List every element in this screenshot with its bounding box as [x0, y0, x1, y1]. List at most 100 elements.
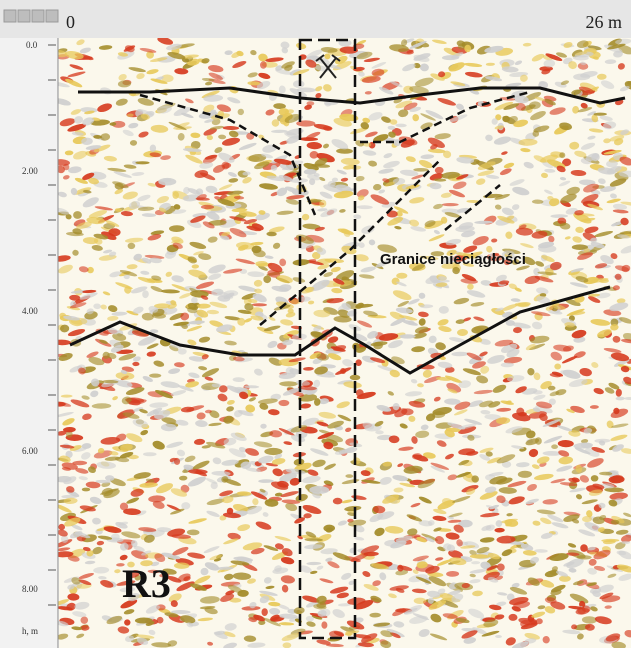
- texture-blob: [187, 256, 198, 264]
- texture-blob: [416, 537, 427, 543]
- texture-blob: [411, 174, 424, 180]
- texture-blob: [265, 585, 275, 590]
- texture-blob: [237, 317, 246, 326]
- texture-blob: [447, 388, 458, 394]
- texture-blob: [207, 65, 224, 73]
- texture-blob: [241, 293, 257, 300]
- texture-blob: [326, 643, 344, 648]
- texture-blob: [458, 426, 477, 434]
- texture-blob: [281, 61, 295, 69]
- texture-blob: [362, 571, 371, 577]
- texture-blob: [320, 47, 338, 53]
- texture-blob: [247, 642, 266, 648]
- texture-blob: [445, 427, 461, 433]
- texture-blob: [471, 561, 481, 565]
- texture-blob: [503, 162, 515, 169]
- texture-blob: [309, 352, 322, 360]
- texture-blob: [529, 101, 541, 110]
- texture-blob: [177, 385, 194, 392]
- texture-blob: [548, 398, 556, 406]
- texture-blob: [340, 177, 349, 182]
- texture-blob: [495, 114, 502, 121]
- texture-blob: [453, 524, 464, 533]
- texture-blob: [221, 459, 239, 466]
- texture-blob: [61, 494, 78, 499]
- texture-blob: [124, 45, 135, 53]
- texture-blob: [511, 259, 520, 265]
- texture-blob: [356, 346, 367, 353]
- texture-blob: [63, 497, 78, 505]
- texture-blob: [170, 390, 187, 396]
- texture-blob: [324, 53, 331, 60]
- texture-blob: [357, 320, 373, 328]
- texture-blob: [401, 39, 408, 47]
- texture-blob: [589, 405, 599, 409]
- texture-blob: [139, 48, 157, 53]
- texture-blob: [416, 561, 428, 569]
- texture-blob: [488, 604, 502, 611]
- texture-blob: [619, 85, 630, 92]
- texture-blob: [185, 381, 199, 388]
- texture-blob: [496, 454, 516, 464]
- texture-blob: [603, 121, 617, 130]
- texture-blob: [223, 415, 234, 424]
- texture-blob: [76, 221, 92, 229]
- texture-blob: [610, 193, 617, 199]
- texture-blob: [584, 521, 602, 532]
- texture-blob: [145, 478, 155, 483]
- texture-blob: [461, 582, 470, 589]
- texture-blob: [316, 565, 324, 570]
- texture-blob: [354, 600, 374, 610]
- texture-blob: [430, 73, 445, 81]
- texture-blob: [175, 419, 189, 426]
- texture-blob: [235, 258, 255, 265]
- texture-blob: [282, 387, 301, 396]
- texture-blob: [78, 367, 86, 375]
- texture-blob: [332, 609, 345, 618]
- texture-blob: [204, 119, 214, 123]
- texture-blob: [314, 226, 325, 232]
- texture-blob: [333, 315, 352, 323]
- texture-blob: [425, 565, 440, 574]
- texture-blob: [320, 208, 338, 218]
- texture-blob: [167, 52, 186, 60]
- texture-blob: [415, 576, 432, 584]
- texture-blob: [146, 343, 159, 350]
- texture-blob: [88, 210, 107, 218]
- texture-blob: [505, 637, 516, 646]
- texture-blob: [172, 242, 183, 249]
- texture-blob: [150, 124, 169, 133]
- texture-blob: [323, 143, 329, 149]
- texture-blob: [467, 283, 474, 290]
- texture-blob: [147, 234, 162, 241]
- texture-blob: [192, 460, 210, 470]
- texture-blob: [259, 595, 270, 604]
- texture-blob: [222, 125, 240, 131]
- texture-blob: [578, 86, 595, 94]
- texture-blob: [594, 616, 612, 625]
- texture-blob: [259, 488, 266, 493]
- texture-blob: [418, 496, 432, 504]
- texture-blob: [98, 576, 107, 580]
- texture-blob: [220, 593, 235, 602]
- texture-blob: [610, 352, 630, 362]
- texture-blob: [438, 71, 446, 78]
- texture-blob: [550, 214, 568, 218]
- texture-blob: [440, 216, 448, 224]
- texture-blob: [486, 245, 493, 253]
- texture-blob: [608, 382, 620, 390]
- texture-blob: [601, 538, 620, 543]
- texture-blob: [574, 210, 584, 216]
- texture-blob: [73, 116, 84, 124]
- texture-blob: [428, 335, 437, 344]
- texture-blob: [581, 439, 589, 444]
- texture-blob: [227, 172, 237, 177]
- texture-blob: [387, 216, 404, 226]
- texture-blob: [262, 512, 269, 517]
- texture-blob: [336, 592, 349, 599]
- texture-blob: [590, 475, 599, 482]
- texture-blob: [612, 209, 629, 214]
- texture-blob: [365, 131, 378, 138]
- texture-blob: [336, 148, 353, 154]
- texture-blob: [94, 206, 113, 211]
